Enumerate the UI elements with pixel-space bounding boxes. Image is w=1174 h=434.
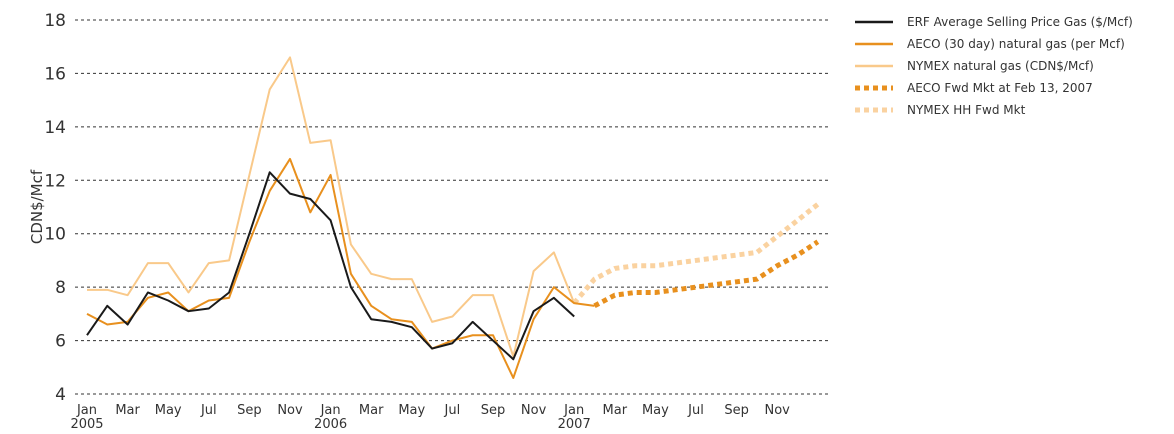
- legend-label: ERF Average Selling Price Gas ($/Mcf): [907, 15, 1133, 29]
- legend-label: NYMEX HH Fwd Mkt: [907, 103, 1026, 117]
- y-tick-label: 8: [55, 278, 66, 298]
- x-tick-label: Jul: [200, 403, 217, 418]
- legend-label: NYMEX natural gas (CDN$/Mcf): [907, 59, 1094, 73]
- y-axis-label: CDN$/Mcf: [28, 169, 46, 244]
- y-tick-label: 4: [55, 385, 66, 405]
- x-tick-label: May: [155, 403, 182, 418]
- y-tick-label: 6: [55, 332, 66, 352]
- y-tick-label: 16: [44, 64, 66, 84]
- x-tick-label: Jul: [687, 403, 704, 418]
- x-tick-label: Mar: [603, 403, 628, 418]
- x-tick-label: Nov: [277, 403, 303, 418]
- x-tick-label: Jan: [76, 403, 97, 418]
- x-year-label: 2007: [558, 417, 591, 432]
- x-year-label: 2006: [314, 417, 347, 432]
- x-year-label: 2005: [70, 417, 103, 432]
- legend-label: AECO Fwd Mkt at Feb 13, 2007: [907, 81, 1093, 95]
- x-tick-label: Nov: [765, 403, 791, 418]
- y-tick-label: 14: [44, 118, 66, 138]
- y-tick-label: 12: [44, 171, 66, 191]
- y-tick-label: 10: [44, 225, 66, 245]
- x-tick-label: Sep: [237, 403, 262, 418]
- x-tick-label: Nov: [521, 403, 547, 418]
- series-line: [593, 239, 820, 309]
- series-line: [86, 157, 595, 379]
- x-tick-label: Jul: [444, 403, 461, 418]
- x-tick-label: Jan: [563, 403, 584, 418]
- series-line: [87, 56, 576, 358]
- legend-label: AECO (30 day) natural gas (per Mcf): [907, 37, 1125, 51]
- x-tick-label: May: [398, 403, 425, 418]
- y-tick-label: 18: [44, 11, 66, 31]
- x-tick-label: May: [642, 403, 669, 418]
- x-tick-label: Mar: [115, 403, 140, 418]
- series-line: [572, 202, 820, 305]
- x-tick-label: Jan: [320, 403, 341, 418]
- series-line: [86, 171, 575, 361]
- x-tick-label: Sep: [724, 403, 749, 418]
- x-tick-label: Sep: [481, 403, 506, 418]
- x-tick-label: Mar: [359, 403, 384, 418]
